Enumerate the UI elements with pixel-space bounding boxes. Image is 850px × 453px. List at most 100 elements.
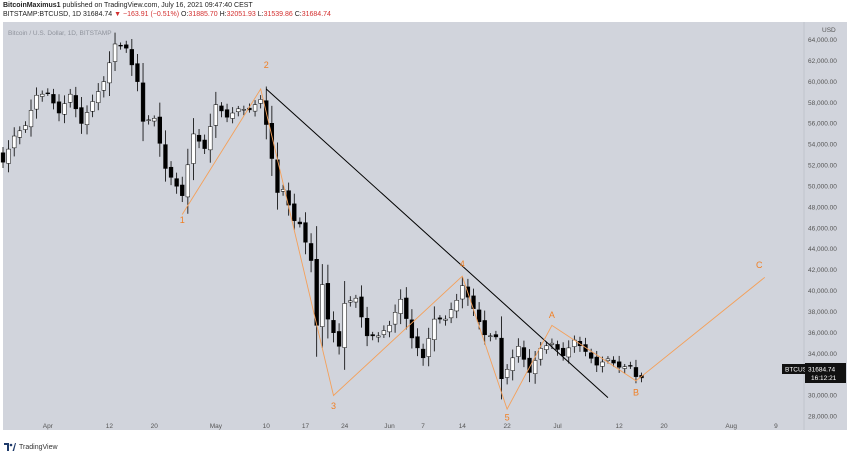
tradingview-logo-icon [4, 443, 16, 451]
price-axis-unit: USD [822, 27, 836, 34]
time-tick-label: 24 [341, 423, 349, 430]
candle-body-up [252, 104, 258, 112]
candle-body-up [96, 91, 101, 104]
candle-body-down [633, 367, 639, 377]
candle-body-down [314, 259, 319, 326]
candle-body-up [40, 93, 45, 97]
candle-body-up [23, 125, 28, 130]
candle-body-up [152, 117, 157, 122]
candle-body-down [140, 82, 146, 122]
candle-body-up [544, 345, 549, 350]
candles [0, 32, 644, 400]
candle-body-down [594, 356, 599, 366]
candle-body-up [605, 358, 611, 361]
candle-body-up [387, 325, 392, 333]
candle-body-down [118, 44, 123, 47]
candle-body-down [336, 331, 342, 347]
last-price-value-box [805, 363, 846, 383]
candle-body-up [28, 110, 34, 128]
open-label: O: [181, 11, 189, 18]
candle-body-down [308, 243, 314, 261]
candle-body-up [6, 148, 11, 164]
low-label: L: [257, 11, 264, 18]
price-tick-label: 64,000.00 [808, 37, 837, 44]
last-price-label: BTCUSD 31684.74 16:12:21 [782, 363, 846, 383]
ohlc-line: BITSTAMP:BTCUSD, 1D 31684.74 ▼ −163.91 (… [3, 11, 331, 18]
time-tick-label: Jun [384, 423, 395, 430]
price-tick-label: 30,000.00 [808, 393, 837, 400]
price-tick-label: 42,000.00 [808, 267, 837, 274]
candle-body-down [415, 336, 420, 349]
high-label: H: [219, 11, 227, 18]
tradingview-brand: TradingView [19, 443, 58, 451]
low-value: 31539.86 [263, 11, 293, 18]
drawings: 1 2 3 4 5 A B C [180, 60, 766, 423]
candle-body-up [426, 338, 431, 357]
time-tick-label: 14 [459, 423, 467, 430]
candle-body-down [611, 359, 616, 364]
time-tick-label: 9 [774, 423, 778, 430]
candle-body-down [364, 318, 370, 337]
candle-body-up [516, 346, 521, 357]
price-tick-label: 28,000.00 [808, 414, 837, 421]
price-tick-label: 56,000.00 [808, 121, 837, 128]
candle-body-up [84, 112, 90, 125]
price-tick-label: 50,000.00 [808, 183, 837, 190]
publish-text: published on TradingView.com, July 16, 2… [62, 2, 253, 9]
candle-body-up [600, 361, 605, 367]
time-tick-label: Apr [43, 423, 54, 430]
candle-body-down [168, 166, 174, 178]
price-tick-label: 58,000.00 [808, 100, 837, 107]
wave-label: C [756, 260, 763, 270]
candle-body-up [146, 119, 151, 121]
price-axis-background [804, 22, 847, 430]
candle-body-up [185, 164, 190, 198]
wave-label: B [633, 387, 639, 397]
author-name: BitcoinMaximus1 [3, 2, 61, 9]
candle-body-down [527, 357, 532, 373]
candle-body-up [381, 330, 387, 335]
candle-body-up [348, 300, 353, 303]
candle-body-down [79, 107, 84, 124]
candle-body-up [353, 297, 359, 303]
tradingview-footer[interactable]: TradingView [4, 443, 58, 451]
candle-body-up [549, 342, 555, 345]
price-tick-label: 62,000.00 [808, 58, 837, 65]
candle-body-up [488, 335, 493, 337]
candle-body-up [320, 284, 325, 327]
candle-body-up [432, 318, 437, 340]
candle-body-up [34, 94, 39, 110]
price-tick-label: 40,000.00 [808, 288, 837, 295]
candle-body-down [303, 222, 308, 243]
candle-body-down [45, 92, 50, 94]
symbol-line: BITSTAMP:BTCUSD, 1D [3, 11, 82, 18]
candle-body-up [208, 126, 213, 151]
time-tick-label: 12 [106, 423, 114, 430]
candle-body-down [73, 95, 78, 110]
candle-body-up [504, 369, 510, 378]
candle-body-up [236, 108, 241, 113]
candle-body-down [420, 348, 426, 359]
candle-body-down [588, 352, 594, 359]
candle-body-down [163, 144, 168, 169]
candle-body-down [359, 296, 364, 318]
candle-body-up [532, 360, 538, 374]
candle-body-up [62, 103, 67, 115]
price-tick-label: 48,000.00 [808, 204, 837, 211]
candle-body-down [493, 334, 499, 338]
price-axis: USD28,000.0030,000.0032,000.0034,000.003… [808, 27, 837, 421]
candle-body-up [448, 309, 454, 319]
plot-background [3, 22, 804, 430]
time-axis: Apr 12 20 May 10 17 24 Jun 7 14 22 Jul 12 20 Aug 9 [43, 423, 778, 430]
chart-title: Bitcoin / U.S. Dollar, 1D, BITSTAMP [8, 30, 112, 37]
downtrend-line [265, 88, 609, 398]
candle-body-down [560, 347, 566, 356]
wave-label: 1 [180, 215, 185, 225]
candle-body-down [325, 283, 331, 320]
candle-body-up [376, 335, 381, 338]
candle-body-down [56, 101, 62, 114]
time-tick-label: 7 [421, 423, 425, 430]
candle-body-down [124, 44, 129, 49]
candle-body-up [454, 300, 459, 312]
